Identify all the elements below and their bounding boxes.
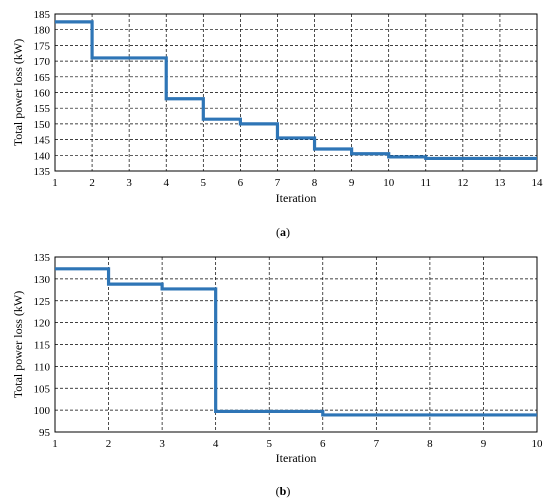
- x-tick-label: 6: [320, 438, 326, 450]
- x-tick-label: 7: [275, 177, 281, 189]
- y-axis-label: Total power loss (kW): [11, 291, 25, 398]
- x-tick-label: 8: [312, 177, 318, 189]
- x-tick-label: 13: [494, 177, 506, 189]
- x-tick-label: 4: [213, 438, 219, 450]
- y-tick-label: 175: [34, 40, 51, 52]
- y-tick-label: 160: [34, 88, 51, 100]
- panel-caption: (a): [276, 225, 290, 239]
- x-tick-label: 7: [374, 438, 380, 450]
- y-tick-label: 140: [34, 150, 51, 162]
- y-tick-label: 115: [34, 340, 51, 352]
- y-tick-label: 110: [34, 361, 51, 373]
- y-tick-label: 180: [34, 25, 51, 37]
- x-tick-label: 1: [52, 438, 58, 450]
- x-axis-label: Iteration: [276, 451, 317, 465]
- x-tick-label: 9: [349, 177, 355, 189]
- x-tick-label: 10: [532, 438, 544, 450]
- y-tick-label: 165: [34, 72, 51, 84]
- panel-caption: (b): [276, 484, 291, 498]
- x-tick-label: 10: [383, 177, 395, 189]
- y-tick-label: 130: [34, 274, 51, 286]
- y-tick-label: 155: [34, 103, 51, 115]
- y-tick-label: 135: [34, 166, 51, 178]
- x-tick-label: 11: [420, 177, 431, 189]
- x-tick-label: 1: [52, 177, 58, 189]
- x-axis-label: Iteration: [276, 191, 317, 205]
- y-tick-label: 100: [34, 405, 51, 417]
- y-tick-label: 150: [34, 119, 51, 131]
- x-tick-label: 2: [89, 177, 95, 189]
- y-tick-label: 185: [34, 9, 51, 21]
- y-tick-label: 95: [39, 427, 51, 439]
- y-tick-label: 105: [34, 383, 51, 395]
- series-line: [55, 20, 537, 161]
- chart-b: 1 2 3 4 5 6 7 8 9 10 95 100 105 110 115 120 125 130 135 Ite…: [11, 252, 543, 498]
- y-tick-label: 145: [34, 135, 51, 147]
- y-tick-label: 170: [34, 56, 51, 68]
- x-tick-label: 8: [427, 438, 433, 450]
- y-tick-label: 120: [34, 318, 51, 330]
- y-axis-label: Total power loss (kW): [11, 39, 25, 146]
- x-tick-label: 6: [238, 177, 244, 189]
- chart-a: 1 2 3 4 5 6 7 8 9 10 11 12 13 14135140145150155160165…: [11, 9, 543, 239]
- x-tick-label: 3: [126, 177, 132, 189]
- plot-frame: [54, 256, 538, 433]
- x-tick-label: 12: [457, 177, 468, 189]
- x-tick-label: 4: [163, 177, 169, 189]
- y-tick-label: 125: [34, 296, 51, 308]
- x-tick-label: 9: [481, 438, 487, 450]
- y-tick-label: 135: [34, 252, 51, 264]
- x-tick-label: 5: [201, 177, 207, 189]
- x-tick-label: 3: [159, 438, 165, 450]
- x-tick-label: 5: [266, 438, 272, 450]
- plot-frame: [54, 13, 538, 172]
- series-line: [55, 267, 537, 417]
- x-tick-label: 14: [532, 177, 544, 189]
- x-tick-label: 2: [106, 438, 112, 450]
